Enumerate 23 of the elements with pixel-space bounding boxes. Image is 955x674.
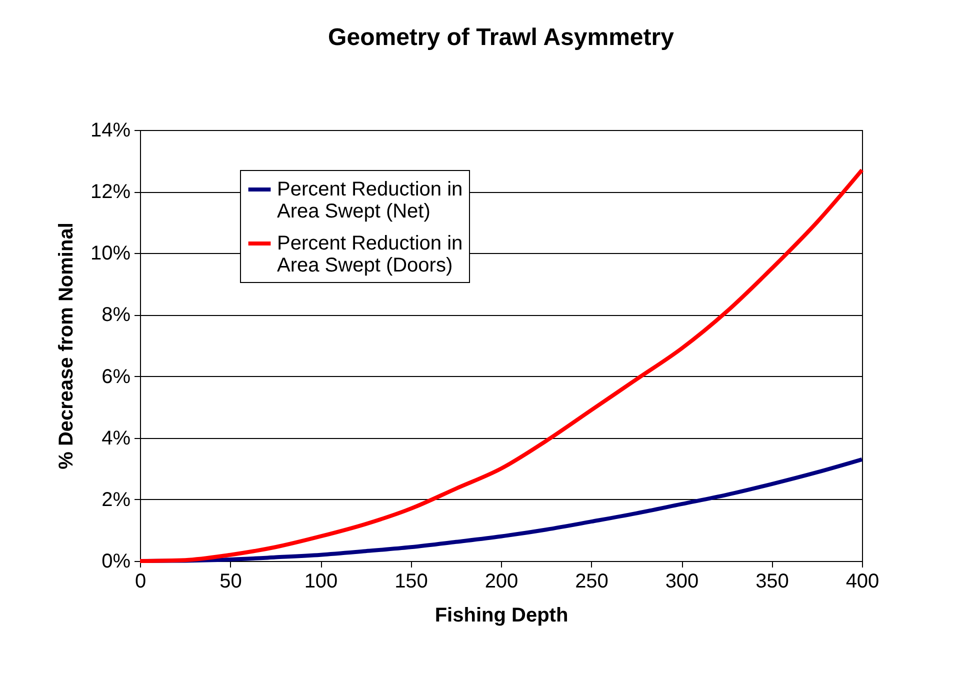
x-tick-label: 150	[394, 570, 428, 592]
x-tick-label: 50	[220, 570, 242, 592]
x-axis-title: Fishing Depth	[434, 604, 568, 626]
chart-title: Geometry of Trawl Asymmetry	[328, 24, 675, 51]
x-tick-label: 100	[304, 570, 338, 592]
y-tick-label: 14%	[90, 120, 131, 142]
x-tick-label: 0	[134, 570, 146, 592]
x-tick-label: 250	[575, 570, 608, 592]
legend-label: Percent Reduction in Area Swept (Net)	[277, 178, 463, 222]
x-tick-label: 200	[484, 570, 518, 592]
y-tick-label: 10%	[90, 242, 131, 265]
line-series	[138, 168, 864, 563]
y-tick-label: 4%	[102, 427, 131, 450]
y-tick-label: 0%	[102, 550, 131, 572]
x-tick-label: 350	[756, 570, 789, 592]
y-tick-label: 6%	[102, 366, 131, 388]
y-tick-label: 2%	[102, 488, 131, 511]
y-tick-label: 12%	[90, 181, 131, 204]
legend-label: Percent Reduction in Area Swept (Doors)	[277, 232, 463, 276]
y-tick-label: 8%	[102, 304, 131, 326]
x-tick-label: 400	[846, 570, 880, 592]
x-tick-label: 300	[665, 570, 699, 592]
y-axis-title: % Decrease from Nominal	[55, 222, 78, 470]
